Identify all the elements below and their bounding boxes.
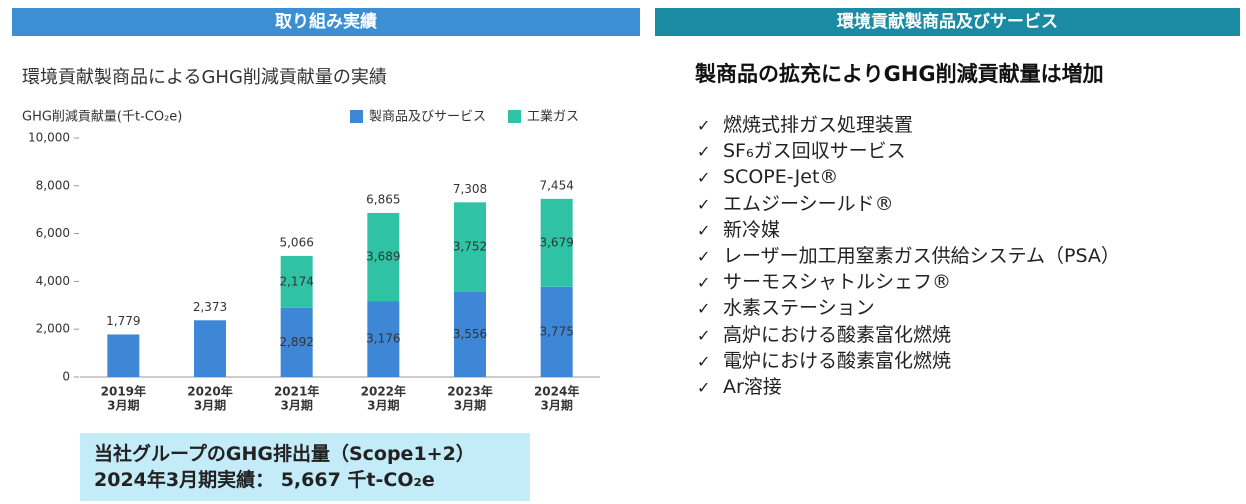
- chart-title: 環境貢献製商品によるGHG削減貢献量の実績: [22, 67, 387, 88]
- segment-label: 3,176: [366, 332, 400, 346]
- y-axis-label: GHG削減貢献量(千t-CO₂e): [22, 109, 182, 125]
- legend-swatch: [508, 110, 522, 123]
- bar-segment: [454, 292, 486, 377]
- x-tick-label: 3月期: [454, 398, 486, 413]
- bar-segment: [367, 301, 400, 377]
- x-tick-label: 3月期: [107, 398, 139, 413]
- summary-line: 2024年3月期実績： 5,667 千t-CO₂e: [94, 469, 435, 491]
- x-tick-label: 2021年: [274, 384, 319, 399]
- x-tick-label: 2024年: [534, 384, 579, 399]
- chart: 環境貢献製商品によるGHG削減貢献量の実績 GHG削減貢献量(千t-CO₂e) …: [22, 67, 600, 413]
- summary-line: 当社グループのGHG排出量（Scope1+2）: [94, 443, 475, 465]
- segment-label: 3,775: [539, 324, 573, 338]
- segment-label: 2,174: [279, 274, 313, 288]
- x-tick-label: 3月期: [280, 398, 312, 413]
- x-tick-label: 3月期: [540, 398, 572, 413]
- x-tick-label: 2020年: [187, 384, 232, 399]
- list-item: SCOPE-Jet®: [697, 164, 1120, 190]
- segment-label: 3,689: [366, 250, 400, 264]
- segment-label: 2,892: [279, 335, 313, 349]
- summary-box: 当社グループのGHG排出量（Scope1+2） 2024年3月期実績： 5,66…: [80, 433, 530, 501]
- x-tick-label: 3月期: [367, 398, 399, 413]
- y-tick-label: 4,000: [36, 274, 70, 288]
- list-item: レーザー加工用窒素ガス供給システム（PSA）: [697, 243, 1120, 269]
- x-tick-label: 3月期: [194, 398, 226, 413]
- segment-label: 3,752: [453, 240, 487, 254]
- bar-segment: [540, 198, 573, 287]
- legend-label: 製商品及びサービス: [369, 110, 486, 125]
- y-tick-label: 2,000: [36, 322, 70, 336]
- list-item: サーモスシャトルシェフ®: [697, 269, 1120, 295]
- left-header: 取り組み実績: [12, 8, 640, 36]
- item-list: 燃焼式排ガス処理装置SF₆ガス回収サービスSCOPE-Jet®エムジーシールド®…: [697, 112, 1120, 400]
- bar-segment: [454, 202, 486, 293]
- y-tick-label: 6,000: [36, 226, 70, 240]
- total-label: 2,373: [193, 300, 227, 314]
- list-item: 高炉における酸素富化燃焼: [697, 322, 1120, 348]
- legend-label: 工業ガス: [527, 109, 579, 125]
- bar-segment: [280, 307, 313, 377]
- bar-segment: [367, 212, 400, 302]
- bar-segment: [194, 320, 226, 377]
- legend-swatch: [350, 110, 363, 123]
- x-tick-label: 2019年: [101, 384, 146, 399]
- right-title: 製商品の拡充によりGHG削減貢献量は増加: [695, 62, 1104, 86]
- bar-segment: [540, 286, 573, 377]
- total-label: 1,779: [106, 314, 140, 328]
- y-tick-label: 0: [62, 370, 70, 384]
- segment-label: 3,679: [539, 235, 573, 249]
- list-item: Ar溶接: [697, 374, 1120, 400]
- list-item: SF₆ガス回収サービス: [697, 138, 1120, 164]
- right-header: 環境貢献製商品及びサービス: [655, 8, 1240, 36]
- x-tick-label: 2023年: [447, 384, 492, 399]
- total-label: 7,308: [453, 182, 487, 196]
- list-item: 新冷媒: [697, 217, 1120, 243]
- total-label: 7,454: [539, 178, 573, 192]
- list-item: 電炉における酸素富化燃焼: [697, 348, 1120, 374]
- y-tick-label: 8,000: [36, 178, 70, 192]
- bar-segment: [280, 255, 313, 308]
- segment-label: 3,556: [453, 327, 487, 341]
- total-label: 5,066: [279, 235, 313, 249]
- bar-segment: [107, 334, 140, 377]
- list-item: エムジーシールド®: [697, 191, 1120, 217]
- list-item: 燃焼式排ガス処理装置: [697, 112, 1120, 138]
- total-label: 6,865: [366, 192, 400, 206]
- x-tick-label: 2022年: [361, 384, 406, 399]
- list-item: 水素ステーション: [697, 295, 1120, 321]
- y-tick-label: 10,000: [28, 131, 70, 145]
